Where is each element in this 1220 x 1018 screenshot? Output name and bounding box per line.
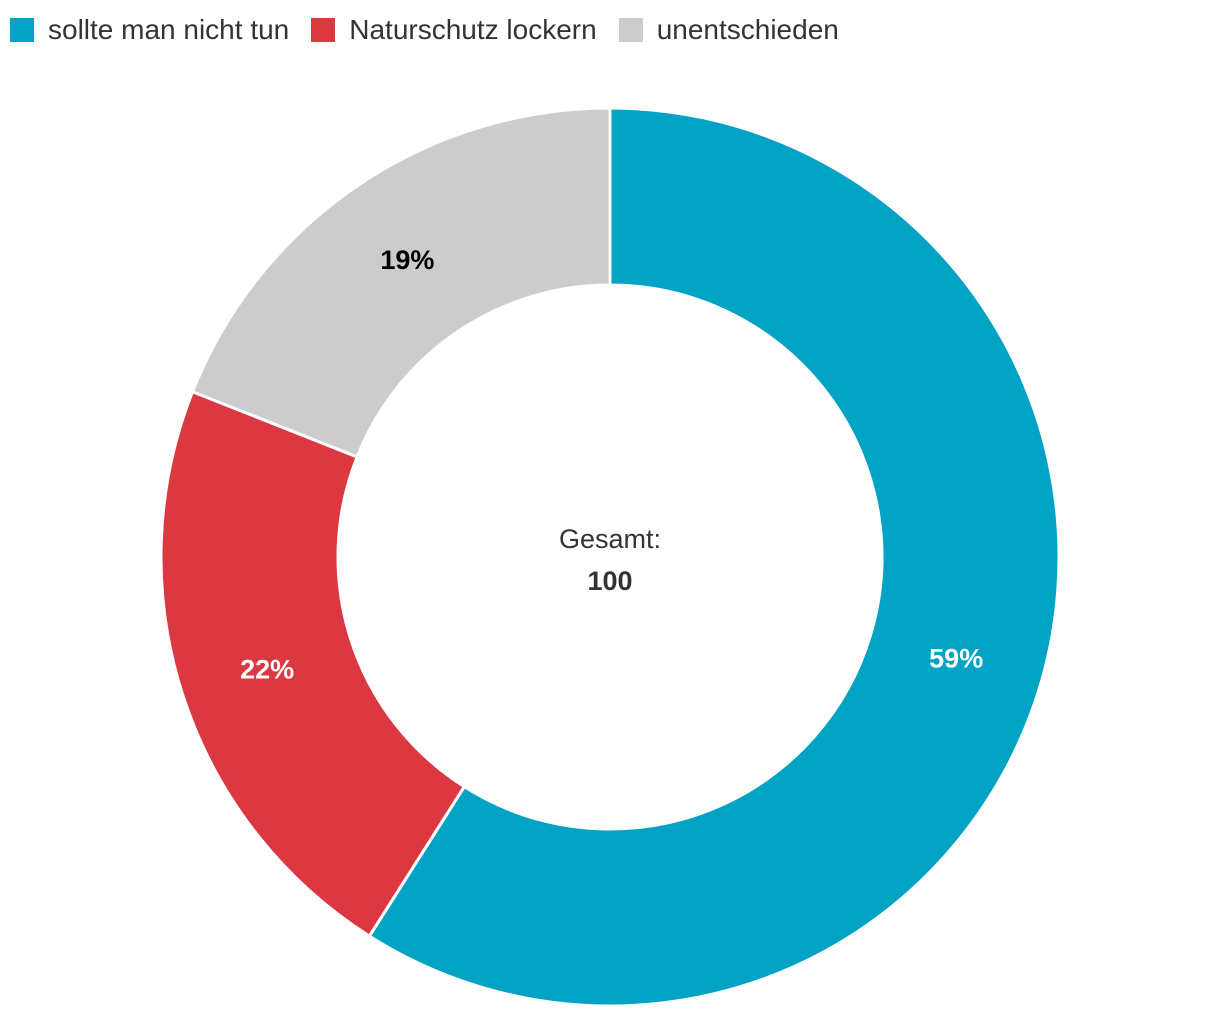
legend-item-sollte-man-nicht-tun[interactable]: sollte man nicht tun (10, 14, 289, 46)
slice-labels: 59% 22% 19% (240, 245, 983, 685)
chart-legend: sollte man nicht tun Naturschutz lockern… (10, 12, 861, 48)
legend-swatch (10, 18, 34, 42)
slice-label-unentschieden: 19% (380, 245, 434, 275)
center-total-value: 100 (587, 566, 632, 596)
legend-item-naturschutz-lockern[interactable]: Naturschutz lockern (311, 14, 597, 46)
legend-swatch (618, 18, 643, 42)
legend-item-unentschieden[interactable]: unentschieden (618, 14, 839, 46)
slice-unentschieden[interactable] (190, 106, 612, 459)
legend-label: Naturschutz lockern (349, 14, 597, 45)
legend-swatch (311, 18, 336, 42)
center-caption: Gesamt: (559, 524, 661, 554)
slice-naturschutz-lockern[interactable] (159, 389, 467, 939)
slice-label-sollte-man-nicht-tun: 59% (929, 644, 983, 674)
slice-label-naturschutz-lockern: 22% (240, 654, 294, 684)
slice-sollte-man-nicht-tun[interactable] (367, 106, 1061, 1008)
legend-label: sollte man nicht tun (48, 14, 290, 45)
donut-center: Gesamt: 100 (559, 524, 661, 596)
donut-slices (159, 106, 1061, 1008)
legend-label: unentschieden (656, 14, 839, 45)
